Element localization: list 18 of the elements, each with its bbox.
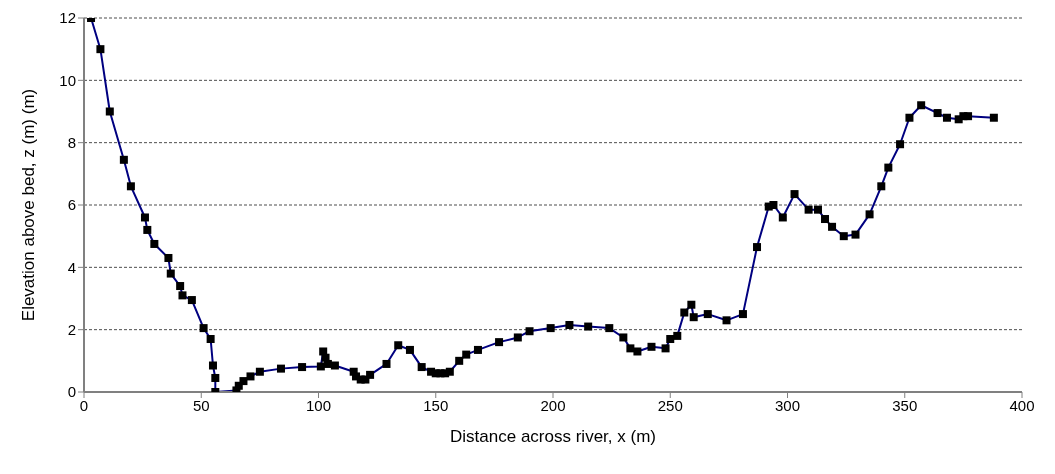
x-axis-title: Distance across river, x (m) xyxy=(450,427,656,446)
x-tick-label: 400 xyxy=(1009,396,1035,414)
y-tick-label: 6 xyxy=(67,196,76,214)
x-tick-label: 50 xyxy=(192,396,210,414)
x-tick-label: 200 xyxy=(540,396,566,414)
x-tick-label: 250 xyxy=(657,396,683,414)
x-tick-label: 0 xyxy=(79,396,89,414)
y-tick-label: 4 xyxy=(67,258,76,276)
y-tick-label: 10 xyxy=(59,71,76,89)
y-tick-label: 0 xyxy=(67,383,76,401)
y-tick-label: 8 xyxy=(67,133,76,151)
y-tick-label: 12 xyxy=(59,9,76,27)
x-tick-label: 300 xyxy=(774,396,801,414)
y-axis-title: Elevation above bed, z (m) (m) xyxy=(19,88,39,322)
x-tick-label: 150 xyxy=(423,396,449,414)
x-tick-label: 350 xyxy=(892,396,918,414)
x-tick-label: 100 xyxy=(305,396,332,414)
y-tick-label: 2 xyxy=(67,320,76,338)
